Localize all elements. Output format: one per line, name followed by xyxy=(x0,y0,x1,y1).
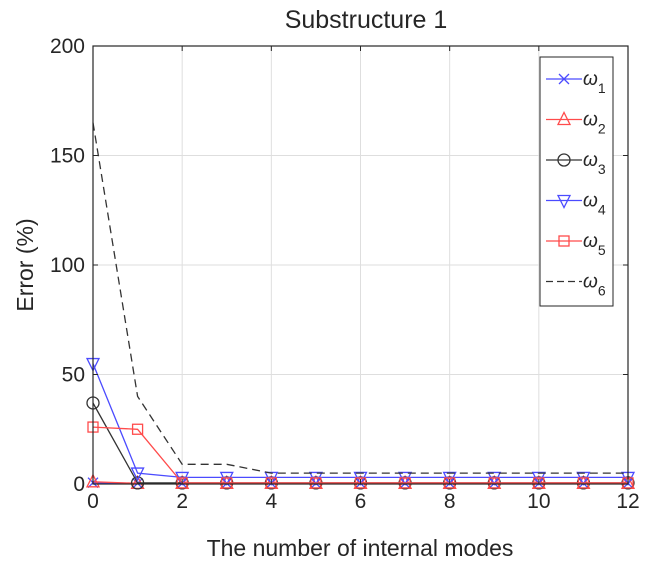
legend-marker-3 xyxy=(557,153,571,167)
data-point xyxy=(221,477,233,489)
legend-box xyxy=(539,56,614,307)
series-6 xyxy=(92,122,628,474)
series-line-6 xyxy=(92,122,628,474)
data-point xyxy=(577,477,590,489)
data-point xyxy=(265,477,277,489)
data-point xyxy=(130,476,145,490)
data-point xyxy=(444,477,456,489)
legend-marker-2 xyxy=(556,111,572,126)
legend-label-1: ω1 xyxy=(583,69,606,96)
data-point xyxy=(131,423,144,435)
y-axis-label: Error (%) xyxy=(12,218,38,311)
legend-label-6: ω6 xyxy=(583,272,606,299)
axis-ticks: 0 2 4 6 8 10 12 0 50 100 150 200 xyxy=(50,35,640,513)
x-axis-label: The number of internal modes xyxy=(207,535,514,561)
legend-marker-1 xyxy=(558,73,570,85)
chart-title: Substructure 1 xyxy=(285,6,448,34)
data-point xyxy=(354,477,367,489)
data-point xyxy=(176,477,188,489)
y-tick-label: 100 xyxy=(50,254,85,277)
legend-label-5: ω5 xyxy=(583,231,606,258)
y-tick-label: 150 xyxy=(50,145,85,168)
legend-label-3: ω3 xyxy=(583,150,606,177)
y-tick-label: 200 xyxy=(50,35,85,58)
x-tick-label: 12 xyxy=(616,490,639,513)
x-tick-label: 10 xyxy=(527,490,550,513)
legend-label-2: ω2 xyxy=(583,110,606,137)
data-point xyxy=(399,477,411,489)
data-point xyxy=(85,473,101,488)
x-tick-label: 6 xyxy=(355,490,367,513)
data-point xyxy=(533,477,545,489)
x-tick-label: 4 xyxy=(265,490,277,513)
legend-marker-4 xyxy=(556,194,572,209)
x-tick-label: 2 xyxy=(176,490,188,513)
legend-marker-5 xyxy=(558,235,570,247)
legend-label-4: ω4 xyxy=(583,191,606,218)
x-tick-label: 8 xyxy=(444,490,456,513)
x-tick-label: 0 xyxy=(87,490,99,513)
y-tick-label: 0 xyxy=(73,473,85,496)
y-tick-label: 50 xyxy=(62,364,85,387)
data-point xyxy=(488,477,500,489)
data-point xyxy=(310,477,322,489)
data-point xyxy=(130,467,145,482)
legend: ω1 ω2 ω3 ω4 ω5 ω6 xyxy=(539,56,614,307)
